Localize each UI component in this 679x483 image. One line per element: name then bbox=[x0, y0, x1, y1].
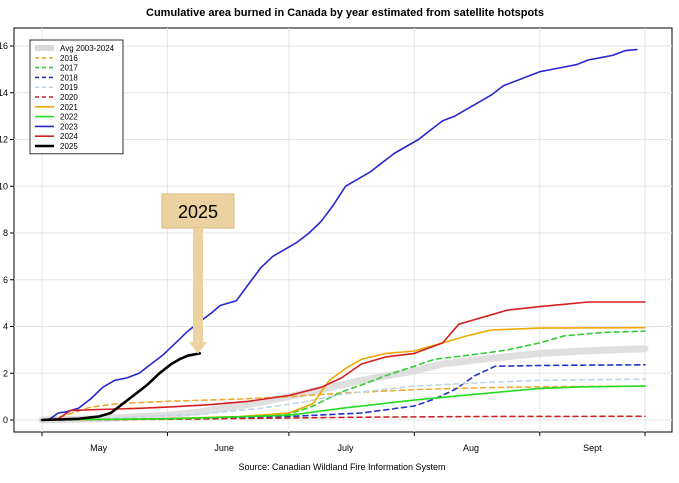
x-tick-label-may: May bbox=[90, 443, 108, 453]
x-tick-label-sept: Sept bbox=[583, 443, 602, 453]
series-line-2016 bbox=[41, 385, 646, 421]
x-tick-label-aug: Aug bbox=[463, 443, 479, 453]
x-tick-label-june: June bbox=[214, 443, 234, 453]
series-line-2024 bbox=[41, 301, 646, 421]
legend-entry: 2017 bbox=[60, 64, 78, 73]
legend-entry: 2016 bbox=[60, 54, 78, 63]
legend: Avg 2003-2024201620172018201920202021202… bbox=[29, 39, 124, 155]
legend-entry: 2022 bbox=[60, 113, 78, 122]
series-lines bbox=[38, 48, 649, 424]
plot-frame bbox=[13, 27, 673, 433]
series-line-2019 bbox=[41, 378, 646, 421]
series-line-avg-2003-2024 bbox=[38, 345, 649, 424]
legend-entry: 2018 bbox=[60, 73, 78, 82]
chart-source: Source: Canadian Wildland Fire Informati… bbox=[238, 462, 445, 472]
y-axis: 0 2 4 6 8 10 12 14 16 bbox=[0, 41, 14, 425]
y-tick-label: 2 bbox=[3, 368, 8, 378]
legend-entry: Avg 2003-2024 bbox=[60, 44, 115, 53]
legend-entry: 2019 bbox=[60, 83, 78, 92]
series-line-2025 bbox=[40, 352, 202, 422]
y-tick-label: 0 bbox=[3, 415, 8, 425]
chart-title: Cumulative area burned in Canada by year… bbox=[146, 7, 544, 19]
grid bbox=[13, 27, 673, 433]
series-line-2017 bbox=[41, 330, 646, 421]
series-line-2018 bbox=[41, 363, 646, 421]
legend-entry: 2021 bbox=[60, 103, 78, 112]
y-tick-label: 4 bbox=[3, 322, 8, 332]
annotation-label: 2025 bbox=[178, 202, 218, 222]
legend-entry: 2023 bbox=[60, 122, 78, 131]
x-tick-label-july: July bbox=[338, 443, 355, 453]
legend-entry: 2020 bbox=[60, 93, 78, 102]
y-tick-label: 6 bbox=[3, 275, 8, 285]
annotation-box bbox=[161, 193, 235, 229]
y-tick-label: 14 bbox=[0, 88, 8, 98]
series-line-2021 bbox=[41, 326, 646, 421]
y-tick-label: 16 bbox=[0, 41, 8, 51]
legend-entry: 2025 bbox=[60, 142, 78, 151]
annotation-arrow-head bbox=[189, 341, 207, 354]
legend-entry: 2024 bbox=[60, 132, 78, 141]
annotation-arrow-shaft bbox=[193, 228, 203, 342]
y-tick-label: 12 bbox=[0, 135, 8, 145]
annotation-2025: 2025 bbox=[161, 193, 235, 354]
y-tick-label: 10 bbox=[0, 181, 8, 191]
series-line-2020 bbox=[41, 415, 646, 421]
x-axis: May June July Aug Sept bbox=[41, 432, 646, 453]
series-line-2022 bbox=[41, 385, 646, 421]
y-tick-label: 8 bbox=[3, 228, 8, 238]
series-line-2023 bbox=[41, 48, 638, 421]
